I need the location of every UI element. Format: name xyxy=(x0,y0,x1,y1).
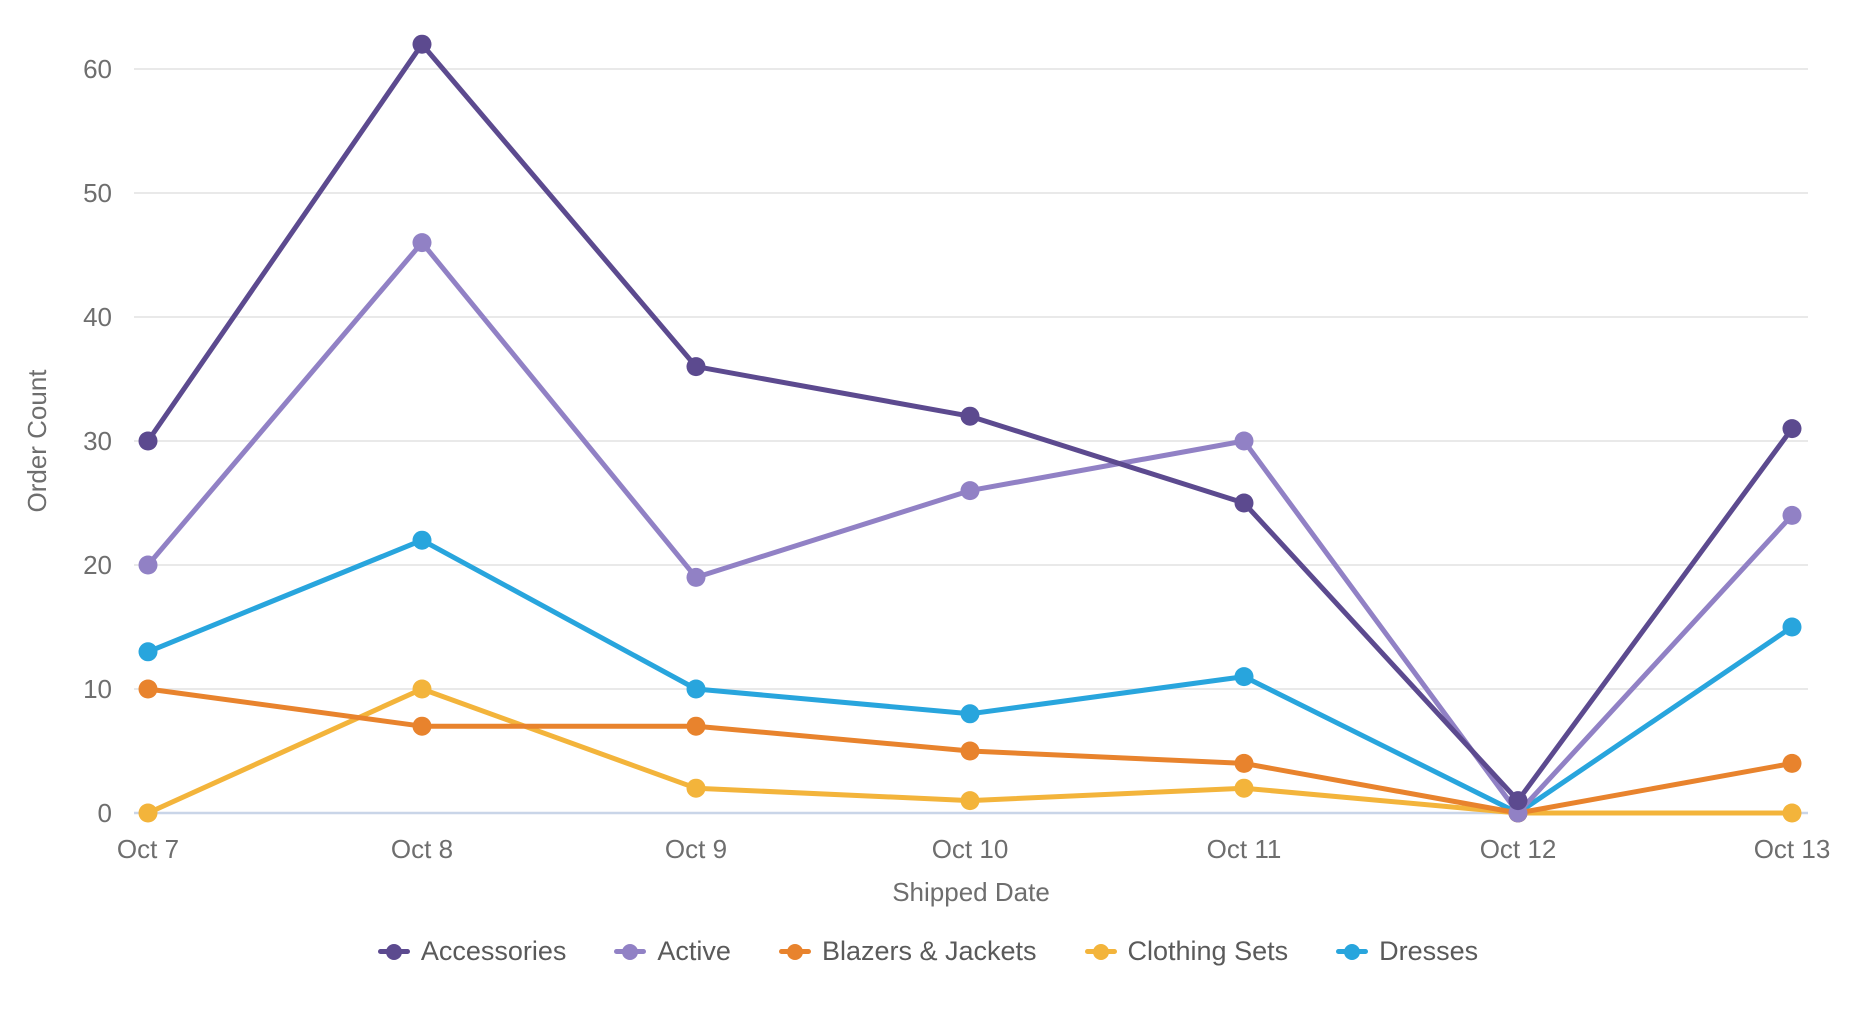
data-point-accessories-oct-8[interactable] xyxy=(412,34,432,54)
data-point-blazers-jackets-oct-13[interactable] xyxy=(1782,753,1802,773)
data-point-blazers-jackets-oct-7[interactable] xyxy=(138,679,158,699)
data-point-clothing-sets-oct-11[interactable] xyxy=(1234,778,1254,798)
data-point-dresses-oct-10[interactable] xyxy=(960,704,980,724)
data-point-accessories-oct-9[interactable] xyxy=(686,357,706,377)
legend-dot-icon xyxy=(385,943,402,960)
legend-dot-icon xyxy=(622,943,639,960)
data-point-accessories-oct-12[interactable] xyxy=(1508,791,1528,811)
legend-marker-icon xyxy=(778,943,811,960)
legend-label: Blazers & Jackets xyxy=(821,936,1037,966)
data-point-dresses-oct-11[interactable] xyxy=(1234,667,1254,687)
legend-marker-icon xyxy=(1084,943,1117,960)
legend-label: Dresses xyxy=(1379,936,1479,966)
data-point-blazers-jackets-oct-9[interactable] xyxy=(686,716,706,736)
data-point-accessories-oct-13[interactable] xyxy=(1782,419,1802,439)
series-line-dresses xyxy=(145,537,1795,816)
x-tick-label: Oct 7 xyxy=(117,834,179,864)
series-line-active xyxy=(145,240,1795,816)
data-point-accessories-oct-10[interactable] xyxy=(960,406,980,426)
y-tick-label: 20 xyxy=(83,550,112,580)
data-point-blazers-jackets-oct-10[interactable] xyxy=(960,741,980,761)
data-point-blazers-jackets-oct-11[interactable] xyxy=(1234,753,1254,773)
data-point-active-oct-7[interactable] xyxy=(138,555,158,575)
data-point-dresses-oct-7[interactable] xyxy=(138,642,158,662)
data-point-dresses-oct-9[interactable] xyxy=(686,679,706,699)
x-tick-label: Oct 9 xyxy=(665,834,727,864)
x-tick-label: Oct 12 xyxy=(1480,834,1557,864)
data-point-active-oct-10[interactable] xyxy=(960,481,980,501)
x-tick-label: Oct 8 xyxy=(391,834,453,864)
data-point-blazers-jackets-oct-8[interactable] xyxy=(412,716,432,736)
legend-marker-icon xyxy=(377,943,410,960)
data-point-clothing-sets-oct-9[interactable] xyxy=(686,778,706,798)
series-lines xyxy=(138,34,1802,823)
x-tick-label: Oct 11 xyxy=(1207,834,1282,864)
legend-marker-icon xyxy=(1336,943,1369,960)
data-point-accessories-oct-7[interactable] xyxy=(138,431,158,451)
y-tick-label: 10 xyxy=(83,674,112,704)
data-point-dresses-oct-13[interactable] xyxy=(1782,617,1802,637)
legend-item-accessories[interactable]: Accessories xyxy=(377,936,567,967)
data-point-clothing-sets-oct-10[interactable] xyxy=(960,791,980,811)
data-point-active-oct-8[interactable] xyxy=(412,233,432,253)
legend-dot-icon xyxy=(1092,943,1109,960)
legend-marker-icon xyxy=(614,943,647,960)
y-tick-label: 40 xyxy=(83,302,112,332)
legend-label: Accessories xyxy=(420,936,567,966)
data-point-accessories-oct-11[interactable] xyxy=(1234,493,1254,513)
series-accessories xyxy=(138,34,1802,811)
legend-dot-icon xyxy=(786,943,803,960)
y-tick-label: 60 xyxy=(83,54,112,84)
data-point-active-oct-11[interactable] xyxy=(1234,431,1254,451)
data-point-active-oct-9[interactable] xyxy=(686,567,706,587)
data-point-clothing-sets-oct-8[interactable] xyxy=(412,679,432,699)
x-axis-tick-labels: Oct 7 Oct 8 Oct 9 Oct 10 Oct 11 Oct 12 Oct 13 xyxy=(117,834,1830,864)
data-point-clothing-sets-oct-13[interactable] xyxy=(1782,803,1802,823)
legend-item-active[interactable]: Active xyxy=(614,936,731,967)
y-axis-tick-labels: 0 10 20 30 40 50 60 xyxy=(83,54,112,828)
legend-item-clothing-sets[interactable]: Clothing Sets xyxy=(1084,936,1289,967)
legend-label: Active xyxy=(657,936,731,966)
y-tick-label: 0 xyxy=(98,798,112,828)
legend: Accessories Active Blazers & Jackets Clothi… xyxy=(0,936,1856,967)
y-axis-title: Order Count xyxy=(22,369,52,513)
series-active xyxy=(138,233,1802,823)
x-axis-title: Shipped Date xyxy=(892,877,1050,907)
data-point-active-oct-13[interactable] xyxy=(1782,505,1802,525)
gridlines xyxy=(134,68,1808,815)
legend-dot-icon xyxy=(1344,943,1361,960)
x-tick-label: Oct 13 xyxy=(1754,834,1831,864)
x-tick-label: Oct 10 xyxy=(932,834,1009,864)
legend-item-dresses[interactable]: Dresses xyxy=(1336,936,1478,967)
legend-label: Clothing Sets xyxy=(1127,936,1289,966)
y-tick-label: 50 xyxy=(83,178,112,208)
y-tick-label: 30 xyxy=(83,426,112,456)
line-chart: 0 10 20 30 40 50 60 Oct 7 Oct 8 Oct 9 Oct 10 Oct 1… xyxy=(22,34,1830,907)
legend-item-blazers-jackets[interactable]: Blazers & Jackets xyxy=(778,936,1037,967)
data-point-clothing-sets-oct-7[interactable] xyxy=(138,803,158,823)
data-point-dresses-oct-8[interactable] xyxy=(412,530,432,550)
